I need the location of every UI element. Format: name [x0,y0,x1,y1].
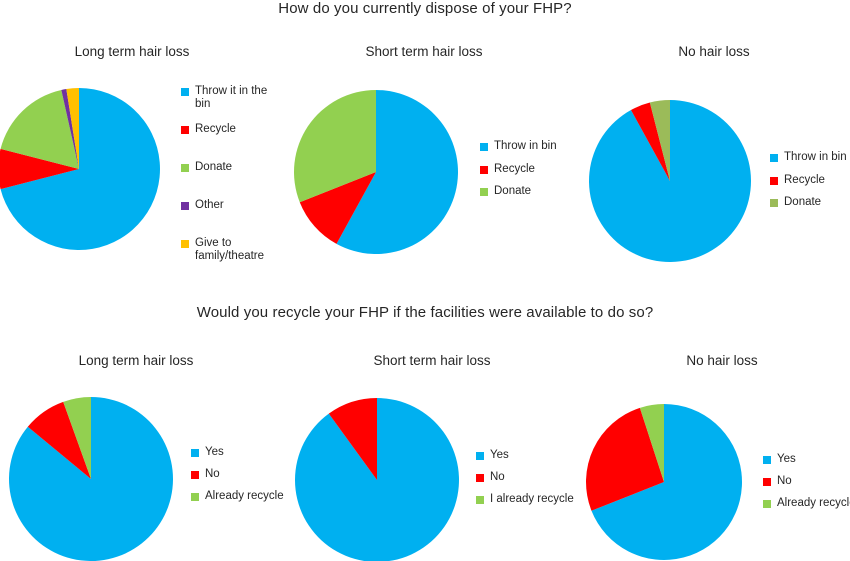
legend-swatch [480,143,488,151]
legend-label: Throw it in the bin [195,85,268,110]
legend-label: No [490,471,505,483]
chart-3-title: No hair loss [678,44,750,59]
legend-label: Recycle [494,162,535,175]
legend-item-already-recycle: Already recycle [191,490,284,503]
pie-slice-recycle [0,148,79,190]
legend-item-yes: Yes [763,453,796,466]
pie-slice-throw-in-bin [589,100,752,262]
legend-item-yes: Yes [476,449,509,462]
legend-swatch [770,176,778,185]
legend-item-recycle: Recycle [770,174,825,187]
legend-label: Yes [490,449,509,461]
chart-2-title: Short term hair loss [365,44,483,59]
legend-swatch [763,478,771,486]
pie-slice-donate [649,100,670,181]
legend-swatch [480,165,488,174]
legend-swatch [476,452,484,460]
pie-slice-yes [591,404,743,560]
pie-slice-already-recycle [639,404,664,482]
pie-slice-donate [0,89,79,169]
pie-slice-throw-it-in-the-bin [0,88,160,250]
legend-item-yes: Yes [191,446,224,459]
legend-label: Recycle [195,123,236,135]
pie-slice-already-recycle [63,397,91,479]
legend-item-no: No [476,471,505,484]
legend-label: Yes [777,453,796,465]
legend-swatch [181,164,189,172]
legend-label: No [205,468,220,480]
legend-item-donate: Donate [181,161,232,174]
legend-swatch [191,449,199,457]
legend-swatch [191,471,199,479]
legend-label: Throw in bin [494,140,557,152]
legend-label: I already recycle [490,493,574,505]
legend-swatch [763,500,771,508]
chart-5-title: Short term hair loss [373,353,491,368]
legend-swatch [770,154,778,162]
question-2-title: Would you recycle your FHP if the facili… [196,304,654,321]
pie-slice-no [586,407,664,511]
legend-item-recycle: Recycle [480,163,535,176]
legend-label: Give to family/theatre [195,237,265,262]
legend-label: Throw in bin [784,151,847,163]
legend-item-no: No [191,468,220,481]
legend-swatch [191,493,199,501]
legend-item-no: No [763,475,792,488]
legend-swatch [476,496,484,504]
legend-item-donate: Donate [480,185,531,198]
legend-item-throw-it-in-the-bin: Throw it in the bin [181,85,285,111]
legend-label: Donate [494,185,532,197]
legend-item-throw-in-bin: Throw in bin [480,140,557,153]
legend-swatch [181,240,189,248]
pie-slice-yes [295,398,459,561]
legend-swatch [770,199,778,207]
legend-label: No [777,475,792,487]
legend-label: Recycle [784,173,825,186]
pie-slice-no [328,398,377,480]
pie-slice-recycle [299,172,376,244]
legend-item-throw-in-bin: Throw in bin [770,151,847,164]
pie-slice-yes [9,396,174,561]
legend-label: Other [195,199,224,211]
pie-slice-no [27,401,91,479]
legend-label: Donate [195,161,233,173]
chart-6-title: No hair loss [686,353,758,368]
legend-item-recycle: Recycle [181,123,236,136]
legend-item-other: Other [181,199,224,212]
legend-item-i-already-recycle: I already recycle [476,493,574,506]
chart-1-title: Long term hair loss [74,44,190,59]
legend-item-give-to-family-theatre: Give to family/theatre [181,237,275,263]
pie-slice-throw-in-bin [336,90,458,254]
legend-swatch [181,202,189,210]
question-1-title: How do you currently dispose of your FHP… [278,0,572,17]
legend-label: Yes [205,446,224,458]
chart-4-title: Long term hair loss [78,353,194,368]
legend-swatch [181,88,189,96]
pie-slice-other [61,89,79,169]
legend-swatch [763,456,771,464]
legend-item-already-recycle: Already recycle [763,497,850,510]
legend-label: Already recycle [777,497,850,509]
legend-swatch [181,126,189,134]
legend-swatch [480,188,488,196]
pie-slice-recycle [630,102,670,181]
legend-label: Donate [784,196,822,208]
pie-slice-donate [294,90,376,203]
legend-label: Already recycle [205,490,284,502]
legend-item-donate: Donate [770,196,821,209]
pie-slice-give-to-family-theatre [66,88,79,169]
legend-swatch [476,474,484,482]
